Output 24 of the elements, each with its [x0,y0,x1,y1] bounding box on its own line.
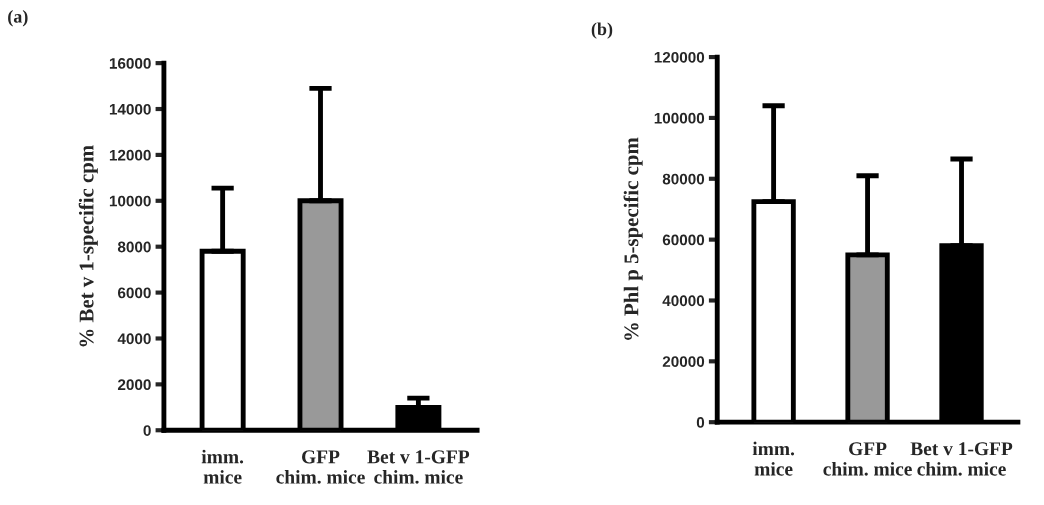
y-axis-title: % Bet v 1-specific cpm [78,145,98,347]
y-tick-label: 12000 [109,149,151,161]
y-tick-label: 20000 [662,356,705,368]
y-tick-label: 10000 [109,195,151,207]
y-tick-label: 100000 [654,112,705,124]
y-axis-title: % Phl p 5-specific cpm [623,137,643,340]
y-tick-label: 16000 [109,57,151,69]
y-tick-label: 8000 [117,241,151,253]
y-tick-label: 0 [696,417,705,428]
y-tick-label: 2000 [117,379,151,391]
x-tick-label: imm. mice [752,441,795,476]
y-tick-label: 4000 [117,333,151,345]
y-tick-label: 60000 [662,234,705,246]
y-tick-label: 14000 [109,103,151,115]
x-tick-label: imm. mice [201,449,244,484]
x-tick-label: GFP chim. mice [276,450,365,484]
text: (a) [8,10,28,27]
x-tick-label: Bet v 1-GFP chim. mice [367,450,470,484]
y-tick-label: 0 [143,425,151,436]
chart-title: (b) [591,22,613,39]
y-tick-label: 80000 [662,173,705,185]
y-tick-label: 6000 [117,287,151,299]
y-tick-label: 40000 [662,295,705,307]
y-tick-label: 120000 [654,51,705,63]
